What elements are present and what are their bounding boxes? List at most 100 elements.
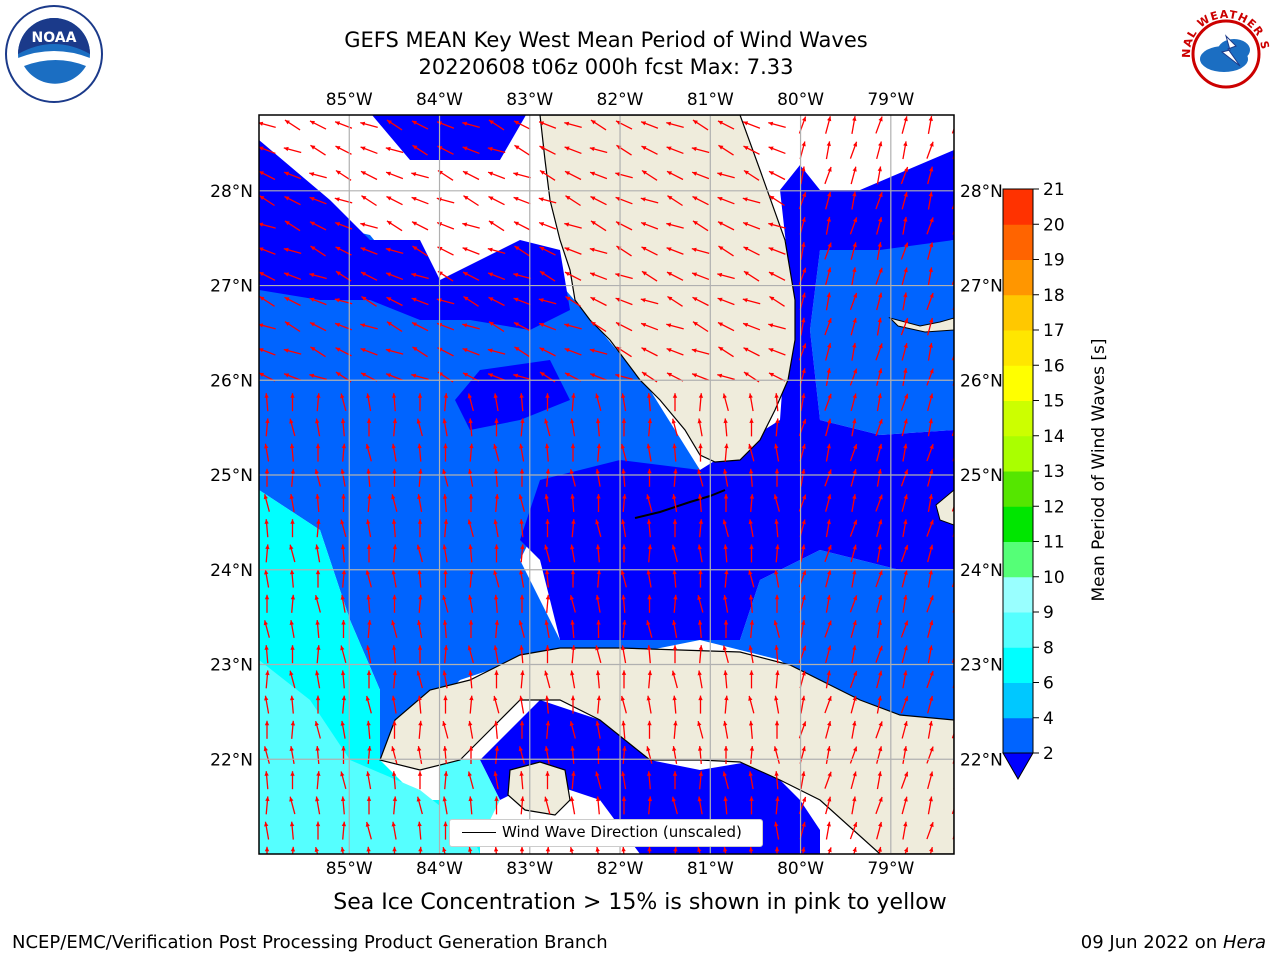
wind-wave-arrow [417,393,423,412]
wind-wave-arrow [513,196,531,205]
wind-wave-arrow [876,393,882,412]
wind-wave-arrow [519,569,525,588]
wind-wave-arrow [411,196,429,205]
wind-wave-arrow [851,569,857,588]
wind-wave-arrow [341,695,347,714]
wind-wave-arrow [412,245,428,257]
sea-ice-note: Sea Ice Concentration > 15% is shown in … [333,890,947,915]
wind-wave-arrow [900,620,909,638]
wind-wave-arrow [391,569,397,588]
wind-wave-arrow [518,494,525,512]
wind-wave-arrow [672,494,678,512]
wind-wave-arrow [775,544,780,563]
wind-wave-arrow [646,771,652,790]
wind-wave-arrow [926,670,934,689]
wind-wave-arrow [315,544,321,563]
wind-wave-arrow [596,695,602,714]
wind-wave-arrow [667,295,683,307]
wind-wave-arrow [876,519,883,538]
wave-period-contour-below-2 [259,140,570,330]
lat-tick-label: 24°N [210,561,253,581]
wind-wave-arrow [468,494,474,512]
wind-wave-arrow [666,271,684,281]
wind-wave-arrow [367,493,372,513]
wind-wave-arrow [366,594,371,613]
wind-wave-arrow [620,695,627,714]
wind-wave-arrow [697,594,704,613]
wind-wave-arrow [514,144,530,156]
wind-wave-arrow [411,272,429,280]
wind-wave-arrow [259,247,276,255]
colorbar-segment [1003,189,1033,225]
wind-wave-arrow [519,846,525,854]
wind-wave-arrow [545,771,550,790]
lat-tick-label: 22°N [210,750,253,770]
wind-wave-arrow [742,322,761,331]
colorbar-tick-label: 21 [1043,180,1065,200]
wind-wave-arrow [340,393,347,412]
wind-wave-arrow [927,695,934,714]
wind-wave-arrow [392,468,397,487]
wind-wave-arrow [283,146,302,154]
wind-wave-arrow [901,645,908,664]
lon-tick-label: 80°W [777,859,824,879]
wind-wave-arrow [926,821,934,840]
wind-wave-arrow [876,620,882,638]
wind-wave-arrow [768,222,786,229]
lat-tick-label: 26°N [210,371,253,391]
wind-wave-arrow [289,418,296,437]
wind-wave-arrow [468,418,473,437]
wind-wave-arrow [514,245,530,257]
wind-wave-arrow [749,418,754,437]
wind-wave-arrow [340,544,346,563]
wind-wave-arrow [570,493,575,513]
wind-wave-arrow [385,247,404,254]
lat-tick-label: 28°N [960,182,1003,202]
wind-wave-arrow [417,821,422,840]
wind-wave-arrow [901,494,908,512]
wind-wave-arrow [743,347,760,357]
wind-wave-arrow [366,720,371,739]
wind-wave-arrow [774,443,780,462]
lon-tick-label: 85°W [326,859,373,879]
wind-wave-arrow [366,418,372,437]
wind-wave-arrow [366,846,371,854]
wind-wave-arrow [570,544,576,563]
wind-wave-arrow [672,569,677,588]
wind-wave-arrow [667,195,683,207]
wind-wave-arrow [385,171,404,180]
plot-frame [258,114,955,855]
wind-wave-arrow [825,569,832,588]
wind-wave-arrow [316,393,321,412]
wind-wave-arrow [876,292,883,311]
wind-wave-arrow [824,242,832,260]
wind-wave-arrow [259,323,276,330]
wind-wave-arrow [365,569,372,588]
wind-wave-arrow [647,846,652,854]
wind-wave-arrow [412,144,428,156]
wind-wave-arrow [468,746,474,764]
wind-wave-arrow [366,645,372,664]
wind-wave-arrow [418,468,423,487]
wind-wave-arrow [309,172,327,179]
wind-wave-arrow [595,645,602,664]
wind-wave-arrow [571,519,576,538]
wind-wave-arrow [544,494,550,512]
colorbar-segment [1003,365,1033,401]
wind-wave-arrow [927,494,933,512]
wind-wave-arrow [876,821,883,840]
wind-wave-arrow [361,195,377,207]
wind-wave-arrow [621,771,627,790]
wind-wave-arrow [717,196,735,205]
wind-wave-arrow [518,620,525,638]
wind-wave-arrow [590,296,607,307]
wind-wave-arrow [462,121,480,128]
wind-wave-arrow [621,393,627,412]
wind-wave-arrow [722,519,729,538]
wind-wave-arrow [570,745,575,765]
wind-wave-arrow [443,569,448,588]
wind-wave-arrow [595,796,601,815]
national-weather-service-logo: NATIONAL WEATHER SERVICE [1176,4,1273,101]
wind-wave-arrow [748,645,754,664]
wind-wave-arrow [595,544,601,563]
